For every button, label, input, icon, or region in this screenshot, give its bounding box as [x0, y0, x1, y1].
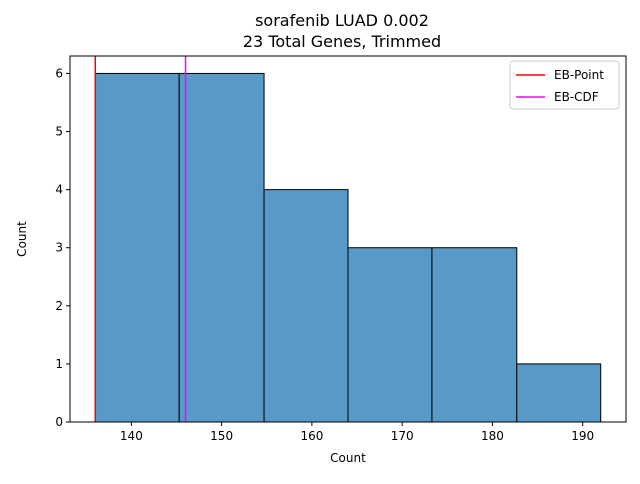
legend-label-eb-cdf: EB-CDF — [554, 90, 599, 104]
legend-label-eb-point: EB-Point — [554, 68, 604, 82]
y-axis: 0 1 2 3 4 5 6 — [55, 66, 70, 429]
x-tick-label: 140 — [120, 429, 143, 443]
legend-items: EB-Point EB-CDF — [516, 68, 604, 104]
y-tick-label: 0 — [55, 415, 63, 429]
y-tick-label: 6 — [55, 66, 63, 80]
x-tick-label: 170 — [391, 429, 414, 443]
histogram-bar — [431, 247, 518, 423]
x-tick-label: 190 — [571, 429, 594, 443]
histogram-bar — [94, 72, 180, 423]
reference-lines — [94, 56, 187, 422]
y-tick-label: 1 — [55, 357, 63, 371]
y-tick-label: 4 — [55, 183, 63, 197]
histogram-bar — [263, 189, 349, 423]
x-axis: 140 150 160 170 180 190 — [120, 422, 594, 443]
histogram-bar — [347, 247, 433, 423]
x-axis-label: Count — [330, 451, 366, 465]
y-axis-label: Count — [15, 221, 29, 257]
histogram-bars — [94, 72, 602, 423]
y-tick-label: 2 — [55, 299, 63, 313]
x-tick-label: 150 — [210, 429, 233, 443]
histogram-bar — [516, 363, 602, 423]
histogram-bar — [178, 72, 265, 423]
y-tick-label: 3 — [55, 241, 63, 255]
plot-frame — [69, 55, 627, 423]
chart-subtitle: 23 Total Genes, Trimmed — [243, 32, 441, 51]
chart-legend: EB-Point EB-CDF — [509, 60, 620, 110]
y-tick-label: 5 — [55, 125, 63, 139]
chart-title: sorafenib LUAD 0.002 — [255, 11, 429, 30]
x-tick-label: 180 — [481, 429, 504, 443]
x-tick-label: 160 — [300, 429, 323, 443]
